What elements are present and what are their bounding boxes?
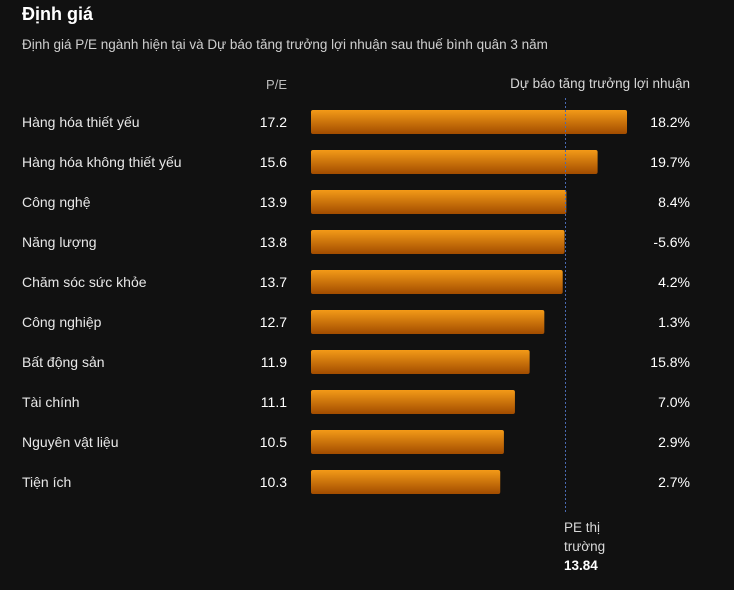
market-pe-label-line2: trường (564, 539, 606, 554)
growth-forecast-label: 2.7% (658, 474, 690, 490)
category-label: Hàng hóa không thiết yếu (22, 154, 182, 170)
growth-forecast-label: -5.6% (653, 234, 690, 250)
growth-forecast-label: 7.0% (658, 394, 690, 410)
market-pe-value: 13.84 (564, 558, 598, 573)
growth-forecast-label: 19.7% (650, 154, 690, 170)
pe-bar (311, 230, 565, 254)
growth-forecast-label: 8.4% (658, 194, 690, 210)
pe-value-label: 11.9 (261, 354, 287, 370)
pe-bar (311, 310, 545, 334)
growth-forecast-label: 15.8% (650, 354, 690, 370)
market-pe-annotation: PE thị trường 13.84 (564, 518, 605, 575)
pe-bar (311, 470, 501, 494)
bars-group: Hàng hóa thiết yếu 17.2 18.2% Hàng hóa khôn… (22, 110, 690, 494)
pe-value-label: 10.3 (260, 474, 287, 490)
pe-value-label: 13.7 (260, 274, 287, 290)
market-pe-label-line1: PE thị (564, 520, 601, 535)
chart-subtitle: Định giá P/E ngành hiện tại và Dự báo tă… (22, 37, 548, 52)
category-label: Chăm sóc sức khỏe (22, 274, 147, 290)
pe-column-header: P/E (266, 77, 287, 92)
pe-bar (311, 430, 504, 454)
pe-bar (311, 390, 515, 414)
pe-bar (311, 110, 627, 134)
category-label: Hàng hóa thiết yếu (22, 114, 140, 130)
chart-title: Định giá (22, 4, 93, 24)
pe-value-label: 15.6 (260, 154, 287, 170)
pe-bar (311, 350, 530, 374)
growth-forecast-label: 2.9% (658, 434, 690, 450)
pe-bar (311, 190, 567, 214)
category-label: Tài chính (22, 394, 80, 410)
pe-bar (311, 270, 563, 294)
category-label: Công nghệ (22, 194, 91, 210)
growth-forecast-label: 18.2% (650, 114, 690, 130)
pe-bar (311, 150, 598, 174)
pe-value-label: 10.5 (260, 434, 287, 450)
pe-value-label: 13.8 (260, 234, 287, 250)
category-label: Nguyên vật liệu (22, 434, 119, 450)
growth-forecast-label: 1.3% (658, 314, 690, 330)
category-label: Năng lượng (22, 234, 97, 250)
growth-column-header: Dự báo tăng trưởng lợi nhuận (510, 76, 690, 91)
pe-value-label: 13.9 (260, 194, 287, 210)
category-label: Bất động sản (22, 354, 105, 370)
growth-forecast-label: 4.2% (658, 274, 690, 290)
category-label: Công nghiệp (22, 314, 102, 330)
pe-value-label: 12.7 (260, 314, 287, 330)
pe-value-label: 11.1 (261, 394, 287, 410)
category-label: Tiện ích (22, 474, 71, 490)
pe-value-label: 17.2 (260, 114, 287, 130)
